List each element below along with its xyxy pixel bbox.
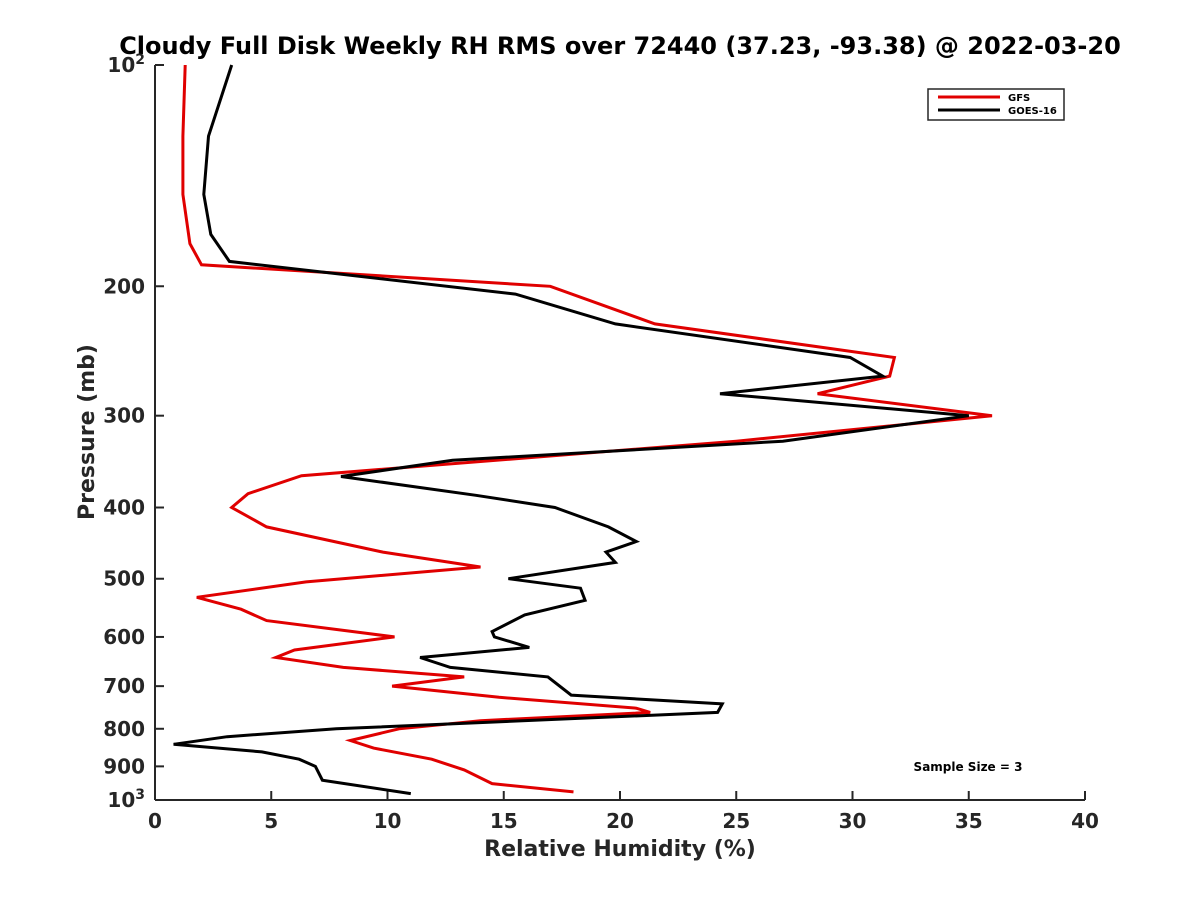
legend-box xyxy=(927,88,1065,121)
x-tick-label: 35 xyxy=(955,809,983,833)
x-tick-label: 15 xyxy=(490,809,518,833)
legend-label-goes16: GOES-16 xyxy=(1008,106,1057,117)
y-tick-exponent: 3 xyxy=(135,787,145,803)
y-tick-exponent: 2 xyxy=(135,52,145,68)
legend-label-gfs: GFS xyxy=(1008,93,1030,104)
y-tick-label: 400 xyxy=(103,496,145,520)
x-tick-label: 30 xyxy=(839,809,867,833)
y-tick-label: 200 xyxy=(103,274,145,298)
y-tick-label: 103 xyxy=(107,787,145,812)
x-tick-label: 0 xyxy=(148,809,162,833)
sample-size-annotation: Sample Size = 3 xyxy=(914,760,1023,774)
chart-title: Cloudy Full Disk Weekly RH RMS over 7244… xyxy=(119,32,1121,60)
legend: GFS GOES-16 xyxy=(927,88,1065,121)
x-tick-label: 40 xyxy=(1071,809,1099,833)
x-tick-label: 5 xyxy=(264,809,278,833)
x-axis-label: Relative Humidity (%) xyxy=(484,837,756,862)
y-tick-label: 700 xyxy=(103,674,145,698)
axes-box xyxy=(155,65,1085,800)
series-line-goes16 xyxy=(173,64,970,796)
y-tick-label: 800 xyxy=(103,717,145,741)
series-lines xyxy=(173,64,993,796)
x-axis-ticks: 0 5 10 15 20 25 30 35 40 xyxy=(148,791,1099,833)
y-tick-base: 10 xyxy=(107,53,135,77)
y-tick-base: 10 xyxy=(107,788,135,812)
x-tick-label: 25 xyxy=(722,809,750,833)
y-tick-label: 300 xyxy=(103,404,145,428)
plot-area: 0 5 10 15 20 25 30 35 40 10220030040050060070080… xyxy=(103,52,1099,833)
y-tick-label: 900 xyxy=(103,754,145,778)
x-tick-label: 10 xyxy=(374,809,402,833)
y-tick-label: 102 xyxy=(107,52,145,77)
x-tick-label: 20 xyxy=(606,809,634,833)
y-tick-label: 500 xyxy=(103,567,145,591)
y-axis-label: Pressure (mb) xyxy=(75,344,100,520)
y-tick-label: 600 xyxy=(103,625,145,649)
